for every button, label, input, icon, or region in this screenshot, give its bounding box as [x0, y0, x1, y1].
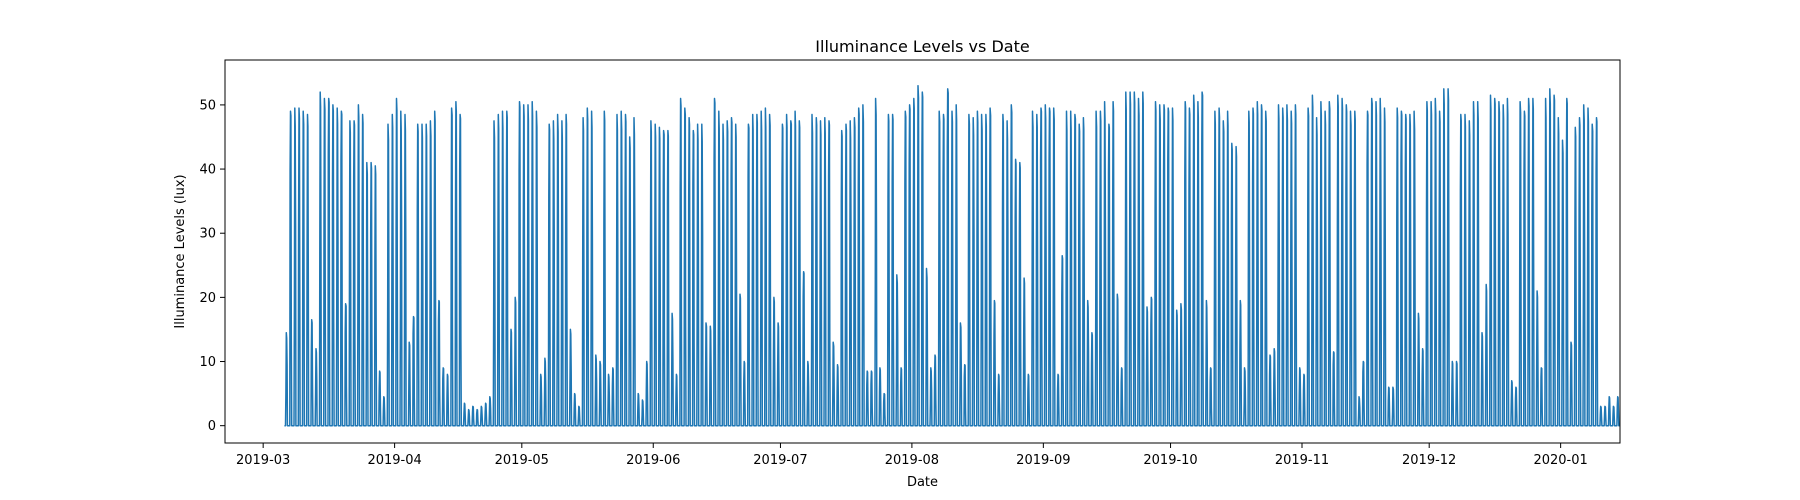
x-tick-label: 2019-03: [236, 453, 290, 468]
x-tick-label: 2020-01: [1533, 453, 1587, 468]
x-axis-ticks: 2019-03 2019-04 2019-05 2019-06 2019-07 2019-…: [236, 443, 1588, 468]
x-tick-label: 2019-04: [367, 453, 421, 468]
y-tick-label: 0: [208, 419, 216, 434]
y-tick-label: 30: [199, 227, 216, 242]
y-tick-label: 40: [199, 163, 216, 178]
x-tick-label: 2019-10: [1143, 453, 1197, 468]
x-tick-label: 2019-08: [885, 453, 939, 468]
chart-title: Illuminance Levels vs Date: [815, 37, 1029, 56]
plot-area-frame: [224, 59, 1621, 444]
y-axis-label: Illuminance Levels (lux): [173, 174, 188, 328]
illuminance-series-line: [284, 84, 1620, 427]
x-tick-label: 2019-12: [1402, 453, 1456, 468]
series-layer: [284, 84, 1620, 427]
y-tick-label: 20: [199, 291, 216, 306]
x-axis-label: Date: [907, 475, 938, 490]
y-axis-ticks: 0 10 20 30 40 50: [199, 98, 225, 434]
x-tick-label: 2019-09: [1016, 453, 1070, 468]
y-tick-label: 50: [199, 98, 216, 113]
x-tick-label: 2019-11: [1275, 453, 1329, 468]
x-tick-label: 2019-07: [753, 453, 807, 468]
x-tick-label: 2019-06: [626, 453, 680, 468]
y-tick-label: 10: [199, 355, 216, 370]
x-tick-label: 2019-05: [495, 453, 549, 468]
